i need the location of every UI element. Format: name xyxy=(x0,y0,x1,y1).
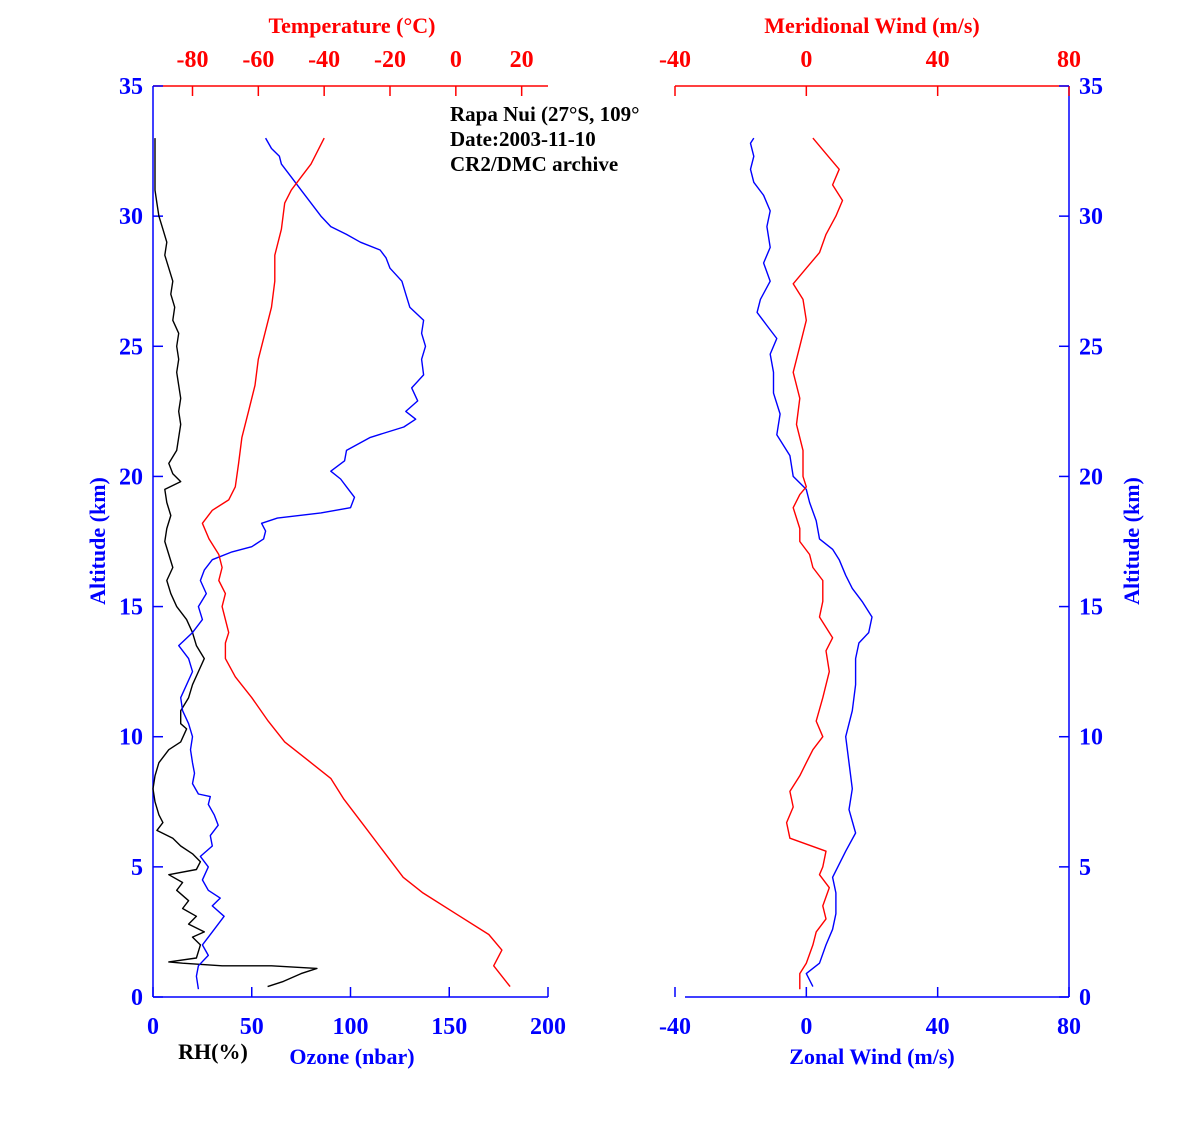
series-line-ozone-nbar xyxy=(177,137,427,990)
bottom-axis-label-rh: RH(%) xyxy=(178,1039,248,1064)
bottom-tick-label: 200 xyxy=(530,1014,566,1040)
y-tick-label: 35 xyxy=(119,74,143,100)
y-tick-label: 0 xyxy=(1079,985,1091,1011)
y-tick-label: 25 xyxy=(119,334,143,360)
top-tick-label: 0 xyxy=(800,47,812,73)
top-tick-label: 80 xyxy=(1057,47,1081,73)
annotation-archive: CR2/DMC archive xyxy=(450,152,618,176)
right-panel: -40 0 40 80 -40 0 40 80 0 5 10 15 20 25 30 35 Meridio… xyxy=(659,13,1144,1069)
top-tick-label: 0 xyxy=(450,47,462,73)
y-axis-title-right: Altitude (km) xyxy=(1119,477,1144,605)
bottom-axis-label-ozone: Ozone (nbar) xyxy=(289,1044,414,1069)
top-tick-label: -60 xyxy=(242,47,274,73)
y-axis-title-left: Altitude (km) xyxy=(85,477,110,605)
y-tick-label: 30 xyxy=(1079,204,1103,230)
y-tick-label: 25 xyxy=(1079,334,1103,360)
series-line-meridional-wind-m-s xyxy=(785,137,844,990)
y-tick-label: 15 xyxy=(1079,595,1103,621)
top-axis-title-temperature: Temperature (°C) xyxy=(268,13,435,38)
bottom-tick-label: 50 xyxy=(240,1014,264,1040)
y-tick-label: 5 xyxy=(131,855,143,881)
series-line-zonal-wind-m-s xyxy=(749,137,873,987)
y-tick-label: 20 xyxy=(119,464,143,490)
bottom-tick-label: 0 xyxy=(147,1014,159,1040)
left-panel: 0 50 100 150 200 -80 -60 -40 -20 0 20 0 5 10 15 20 25 3… xyxy=(85,13,640,1069)
top-tick-label: -40 xyxy=(308,47,340,73)
bottom-tick-label: 80 xyxy=(1057,1014,1081,1040)
bottom-tick-label: 100 xyxy=(333,1014,369,1040)
top-tick-label: -40 xyxy=(659,47,691,73)
y-tick-label: 5 xyxy=(1079,855,1091,881)
annotation-date: Date:2003-11-10 xyxy=(450,127,596,151)
top-tick-label: 20 xyxy=(510,47,534,73)
bottom-tick-label: 40 xyxy=(926,1014,950,1040)
y-tick-label: 10 xyxy=(1079,725,1103,751)
bottom-axis-title-zonal: Zonal Wind (m/s) xyxy=(789,1044,954,1069)
y-tick-label: 20 xyxy=(1079,464,1103,490)
top-tick-label: 40 xyxy=(926,47,950,73)
y-tick-label: 30 xyxy=(119,204,143,230)
top-tick-label: -20 xyxy=(374,47,406,73)
annotation-station: Rapa Nui (27°S, 109° xyxy=(450,102,640,126)
series-line-rh xyxy=(152,138,318,988)
y-tick-label: 35 xyxy=(1079,74,1103,100)
y-tick-label: 0 xyxy=(131,985,143,1011)
bottom-tick-label: 0 xyxy=(800,1014,812,1040)
top-axis-title-meridional: Meridional Wind (m/s) xyxy=(764,13,980,38)
bottom-tick-label: 150 xyxy=(431,1014,467,1040)
top-tick-label: -80 xyxy=(177,47,209,73)
y-tick-label: 10 xyxy=(119,725,143,751)
y-tick-label: 15 xyxy=(119,595,143,621)
series-line-temperature-c xyxy=(201,137,511,988)
bottom-tick-label: -40 xyxy=(659,1014,691,1040)
